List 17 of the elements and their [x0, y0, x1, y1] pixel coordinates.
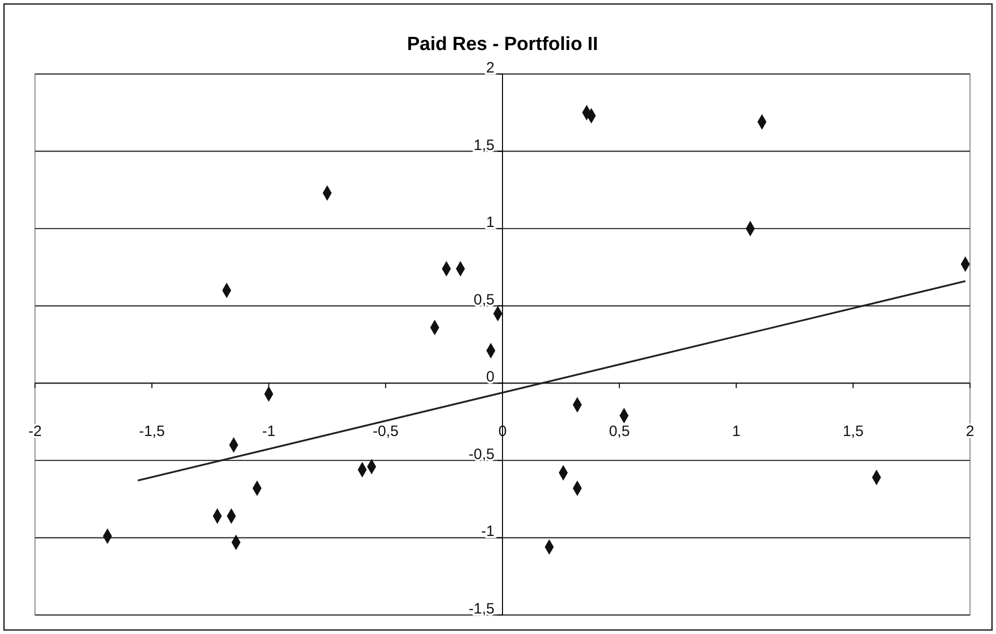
y-tick-label: -0,5	[468, 446, 494, 463]
x-tick-label: -0,5	[372, 422, 399, 440]
x-tick-label: 1,5	[842, 422, 864, 440]
y-tick-label: -1	[481, 523, 494, 540]
y-tick-label: -1,5	[468, 600, 494, 618]
x-tick-label: 1	[732, 422, 740, 440]
x-tick-label: 0,5	[608, 422, 630, 440]
y-tick-label: 0	[486, 368, 494, 386]
y-tick-label: 2	[486, 60, 494, 76]
x-tick-label: -1	[262, 422, 276, 440]
x-tick-label: -1,5	[138, 422, 165, 440]
y-tick-label: 1,5	[474, 136, 494, 154]
x-tick-label: -2	[28, 422, 42, 440]
x-tick-label: 2	[966, 422, 974, 440]
chart-title: Paid Res - Portfolio II	[406, 34, 598, 55]
y-tick-label: 1	[486, 214, 494, 232]
y-tick-label: 0,5	[474, 291, 494, 308]
